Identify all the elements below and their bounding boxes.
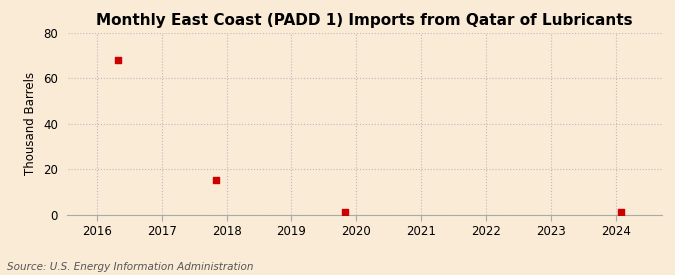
- Y-axis label: Thousand Barrels: Thousand Barrels: [24, 72, 37, 175]
- Text: Source: U.S. Energy Information Administration: Source: U.S. Energy Information Administ…: [7, 262, 253, 272]
- Point: [340, 210, 351, 214]
- Title: Monthly East Coast (PADD 1) Imports from Qatar of Lubricants: Monthly East Coast (PADD 1) Imports from…: [96, 13, 633, 28]
- Point: [210, 178, 221, 183]
- Point: [113, 58, 124, 62]
- Point: [616, 210, 626, 214]
